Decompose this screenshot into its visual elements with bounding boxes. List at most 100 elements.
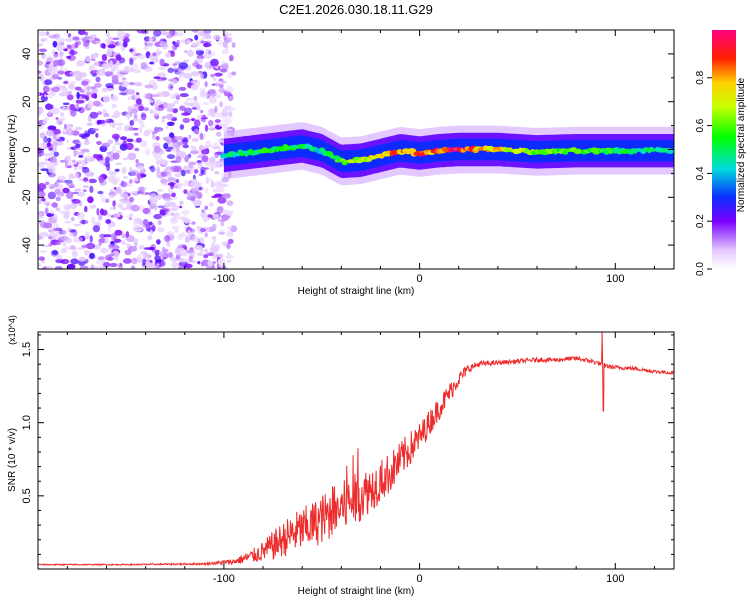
noise-blob (55, 259, 64, 264)
noise-blob (122, 41, 128, 48)
noise-blob (155, 51, 160, 57)
noise-blob (52, 59, 62, 66)
noise-blob (129, 236, 135, 242)
noise-blob (116, 263, 120, 266)
noise-blob (51, 73, 60, 80)
noise-blob (151, 249, 161, 253)
colorbar-ticks: 0.0 0.2 0.4 0.6 0.8 (695, 70, 712, 276)
noise-blob (228, 110, 233, 118)
noise-blob (153, 213, 163, 220)
noise-blob (38, 70, 42, 74)
noise-blob (98, 160, 105, 164)
noise-blob (105, 50, 113, 57)
noise-blob (135, 137, 142, 143)
noise-blob (47, 67, 58, 74)
noise-blob (120, 207, 128, 211)
noise-blob (84, 31, 88, 36)
noise-blob (207, 112, 212, 116)
noise-blob (135, 159, 139, 164)
noise-blob (128, 246, 138, 252)
noise-blob (204, 248, 209, 252)
noise-blob (46, 265, 53, 269)
noise-blob (151, 82, 159, 91)
noise-blob (192, 236, 200, 243)
noise-blob (98, 176, 105, 184)
noise-blob (210, 51, 216, 57)
noise-blob (214, 112, 224, 118)
noise-blob (211, 195, 219, 199)
noise-blob (68, 83, 74, 89)
noise-blob (50, 107, 60, 115)
noise-blob (200, 236, 205, 244)
noise-blob (167, 231, 175, 236)
noise-blob (101, 54, 108, 62)
noise-blob (212, 239, 217, 243)
noise-blob (187, 230, 192, 238)
noise-blob (79, 265, 89, 269)
noise-blob (77, 212, 86, 220)
noise-blob (103, 112, 110, 118)
noise-blob (170, 165, 179, 173)
noise-blob (114, 229, 123, 236)
noise-blob (226, 226, 233, 230)
noise-blob (43, 153, 53, 157)
noise-blob (150, 94, 160, 98)
snr-panel: -100 0 100 0.5 1.0 1.5 Height of straight lin… (7, 315, 675, 597)
noise-blob (62, 102, 70, 106)
noise-blob (87, 196, 94, 204)
noise-blob (196, 191, 203, 200)
noise-blob (130, 204, 140, 212)
noise-blob (97, 119, 106, 124)
noise-blob (179, 124, 185, 130)
noise-blob (105, 31, 110, 37)
noise-blob (38, 263, 42, 267)
noise-blob (102, 95, 110, 103)
noise-blob (174, 136, 184, 141)
noise-blob (224, 118, 232, 125)
noise-blob (89, 235, 93, 243)
noise-blob (145, 66, 153, 73)
noise-blob (185, 169, 191, 174)
noise-blob (112, 37, 120, 41)
noise-blob (107, 214, 112, 217)
noise-blob (160, 77, 168, 80)
noise-blob (189, 150, 200, 155)
noise-blob (63, 204, 71, 211)
noise-blob (188, 161, 197, 166)
noise-blob (136, 30, 146, 34)
noise-blob (47, 137, 52, 143)
noise-blob (220, 64, 227, 69)
noise-blob (78, 151, 85, 155)
noise-blob (52, 214, 59, 221)
noise-blob (69, 229, 76, 233)
noise-blob (147, 211, 152, 216)
noise-blob (221, 60, 226, 66)
noise-blob (156, 263, 160, 266)
noise-blob (194, 34, 199, 41)
noise-blob (73, 149, 78, 157)
noise-blob (41, 197, 46, 202)
noise-blob (172, 142, 178, 147)
noise-blob (199, 92, 209, 98)
noise-blob (208, 119, 214, 127)
noise-blob (89, 204, 97, 209)
noise-blob (205, 176, 210, 184)
noise-blob (218, 83, 224, 89)
noise-blob (75, 150, 80, 155)
noise-blob (49, 156, 57, 164)
noise-blob (217, 39, 223, 46)
noise-blob (111, 66, 116, 73)
noise-blob (38, 48, 47, 53)
noise-blob (59, 112, 65, 117)
noise-blob (210, 73, 215, 78)
noise-blob (152, 52, 157, 57)
noise-blob (64, 123, 67, 130)
noise-blob (166, 240, 171, 248)
noise-blob (74, 166, 78, 171)
noise-blob (126, 138, 134, 143)
noise-blob (111, 145, 117, 152)
noise-blob (170, 50, 175, 57)
noise-blob (183, 59, 190, 63)
